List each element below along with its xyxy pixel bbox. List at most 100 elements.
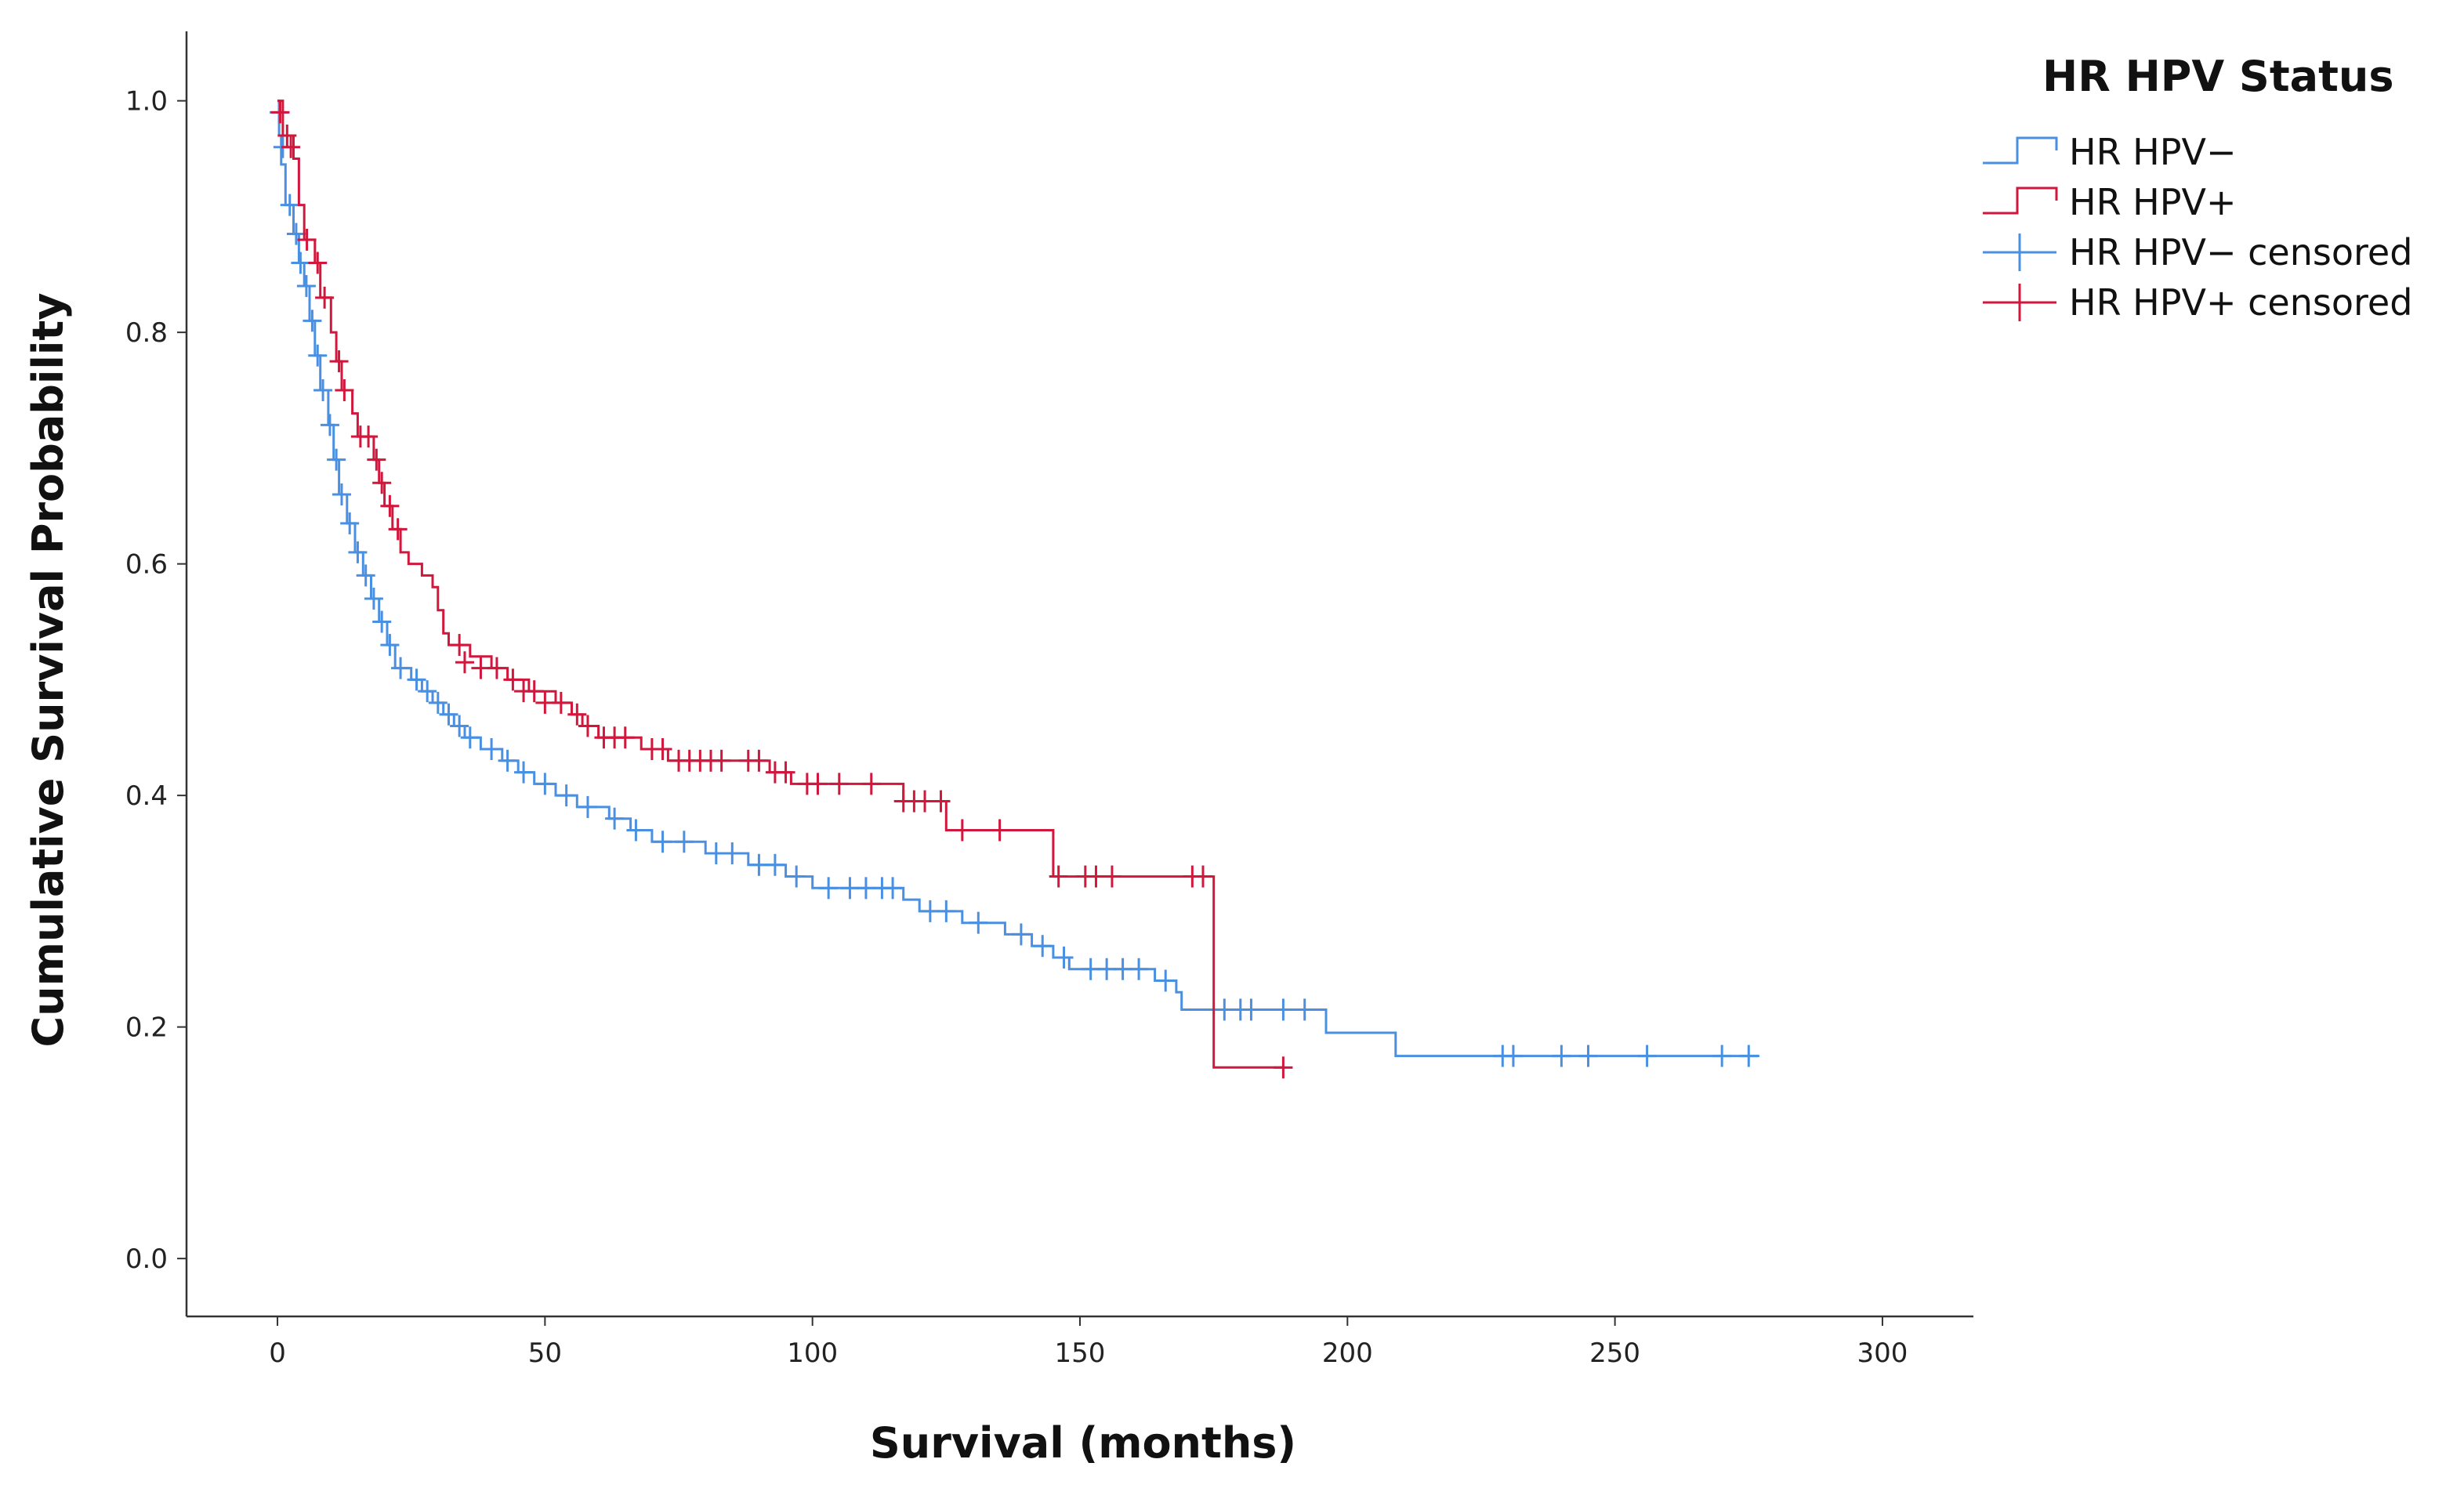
- censor-mark-hpv_neg: [1156, 969, 1176, 992]
- censor-mark-hpv_neg: [1129, 958, 1149, 980]
- censor-mark-hpv_neg: [407, 668, 426, 691]
- series-hpv_neg: [270, 100, 1759, 1067]
- legend-entry-hpv_neg-censor: HR HPV− censored: [1983, 231, 2412, 273]
- y-tick-label: 1.0: [125, 86, 168, 118]
- y-tick-label: 0.8: [125, 317, 168, 349]
- censor-mark-hpv_neg: [340, 512, 360, 534]
- censor-mark-hpv_pos: [567, 703, 587, 726]
- censor-mark-hpv_pos: [372, 472, 392, 494]
- censor-mark-hpv_pos: [471, 657, 491, 679]
- censor-mark-hpv_neg: [372, 610, 392, 633]
- censor-mark-hpv_neg: [450, 715, 469, 737]
- x-tick-label: 300: [1857, 1338, 1908, 1369]
- y-tick-label: 0.0: [125, 1244, 168, 1275]
- censor-mark-hpv_neg: [320, 414, 339, 436]
- censor-mark-hpv_neg: [723, 842, 742, 865]
- censor-mark-hpv_pos: [808, 773, 828, 795]
- censor-mark-hpv_pos: [615, 726, 635, 749]
- censor-mark-hpv_pos: [712, 749, 731, 772]
- series-hpv_pos: [270, 100, 1293, 1079]
- censor-mark-hpv_neg: [556, 784, 576, 807]
- censor-mark-hpv_neg: [1739, 1045, 1759, 1067]
- censor-mark-hpv_neg: [327, 448, 346, 471]
- censor-mark-hpv_pos: [578, 715, 597, 737]
- censor-mark-hpv_pos: [388, 518, 408, 541]
- x-tick-label: 200: [1322, 1338, 1373, 1369]
- censor-mark-hpv_neg: [356, 564, 375, 587]
- y-tick-label: 0.2: [125, 1012, 168, 1044]
- x-tick-label: 50: [528, 1338, 562, 1369]
- censor-mark-hpv_neg: [1241, 998, 1261, 1021]
- censor-mark-hpv_pos: [455, 651, 474, 674]
- x-tick-label: 100: [787, 1338, 838, 1369]
- censor-mark-hpv_neg: [514, 761, 534, 784]
- censor-mark-hpv_neg: [1712, 1045, 1732, 1067]
- censor-mark-hpv_neg: [460, 726, 480, 749]
- censor-mark-hpv_neg: [653, 831, 672, 853]
- survival-curve-hpv_neg: [277, 100, 1759, 1058]
- censor-mark-hpv_pos: [308, 252, 328, 274]
- censor-mark-hpv_pos: [1102, 865, 1121, 888]
- x-axis-title: Survival (months): [870, 1418, 1296, 1468]
- censor-mark-hpv_pos: [653, 738, 672, 761]
- censor-mark-hpv_neg: [765, 853, 784, 876]
- legend-label: HR HPV−: [2069, 131, 2237, 173]
- censor-mark-hpv_neg: [969, 911, 988, 934]
- censor-mark-hpv_neg: [391, 657, 411, 679]
- censor-mark-hpv_pos: [335, 379, 354, 402]
- legend-entry-hpv_pos-line: HR HPV+: [1983, 181, 2237, 223]
- x-tick-label: 250: [1589, 1338, 1640, 1369]
- censor-mark-hpv_neg: [819, 877, 839, 900]
- censor-mark-hpv_neg: [706, 842, 726, 865]
- axes-layer: 0 50 100 150 200 250 300 0.0 0.2 0.4 0.6 0.8 1.0 Su…: [24, 31, 1973, 1468]
- censor-mark-hpv_pos: [1274, 1056, 1293, 1079]
- censor-mark-hpv_pos: [551, 691, 571, 714]
- censor-mark-hpv_pos: [990, 819, 1009, 842]
- series-layer: [270, 100, 1759, 1079]
- x-tick-label: 150: [1055, 1338, 1106, 1369]
- censor-mark-hpv_pos: [931, 790, 951, 813]
- censor-mark-hpv_pos: [776, 761, 795, 784]
- censor-mark-hpv_pos: [829, 773, 849, 795]
- legend-line-swatch: [1983, 186, 2058, 215]
- censor-mark-hpv_pos: [270, 101, 290, 124]
- censor-mark-hpv_pos: [297, 228, 317, 251]
- censor-mark-hpv_pos: [380, 494, 400, 517]
- legend-title: HR HPV Status: [2042, 52, 2393, 101]
- censor-mark-hpv_neg: [418, 680, 437, 703]
- censor-mark-hpv_neg: [498, 749, 517, 772]
- censor-mark-hpv_neg: [937, 900, 956, 922]
- censor-mark-hpv_neg: [1097, 958, 1117, 980]
- censor-mark-hpv_neg: [296, 275, 316, 298]
- censor-mark-hpv_neg: [291, 252, 310, 274]
- censor-mark-hpv_pos: [315, 286, 335, 309]
- censor-mark-hpv_neg: [749, 853, 769, 876]
- legend-entry-hpv_pos-censor: HR HPV+ censored: [1983, 281, 2412, 324]
- legend-entries: HR HPV− HR HPV+ HR HPV− censored HR HPV+ ce…: [1983, 131, 2412, 324]
- censor-mark-hpv_neg: [856, 877, 875, 900]
- censor-mark-hpv_pos: [367, 448, 386, 471]
- censor-mark-hpv_neg: [439, 703, 458, 726]
- censor-mark-hpv_neg: [428, 691, 448, 714]
- censor-mark-hpv_neg: [1011, 923, 1031, 946]
- censor-mark-hpv_neg: [1113, 958, 1132, 980]
- y-tick-label: 0.6: [125, 549, 168, 581]
- censor-mark-hpv_neg: [1578, 1045, 1598, 1067]
- censor-mark-hpv_neg: [280, 194, 299, 216]
- censor-mark-hpv_pos: [1049, 865, 1068, 888]
- censor-mark-hpv_pos: [503, 668, 523, 691]
- censor-mark-hpv_pos: [749, 749, 769, 772]
- censor-mark-hpv_pos: [524, 680, 544, 703]
- y-tick-group: 0.0 0.2 0.4 0.6 0.8 1.0: [125, 86, 187, 1275]
- censor-mark-hpv_neg: [1033, 935, 1053, 958]
- censor-mark-hpv_neg: [674, 831, 694, 853]
- censor-mark-hpv_pos: [535, 691, 555, 714]
- censor-mark-hpv_neg: [332, 483, 351, 505]
- censor-mark-hpv_pos: [281, 136, 301, 158]
- legend-label: HR HPV− censored: [2069, 231, 2412, 273]
- censor-mark-hpv_neg: [1274, 998, 1293, 1021]
- censor-mark-hpv_neg: [605, 807, 625, 830]
- legend-line-swatch: [1983, 136, 2058, 165]
- censor-mark-hpv_neg: [1054, 946, 1074, 969]
